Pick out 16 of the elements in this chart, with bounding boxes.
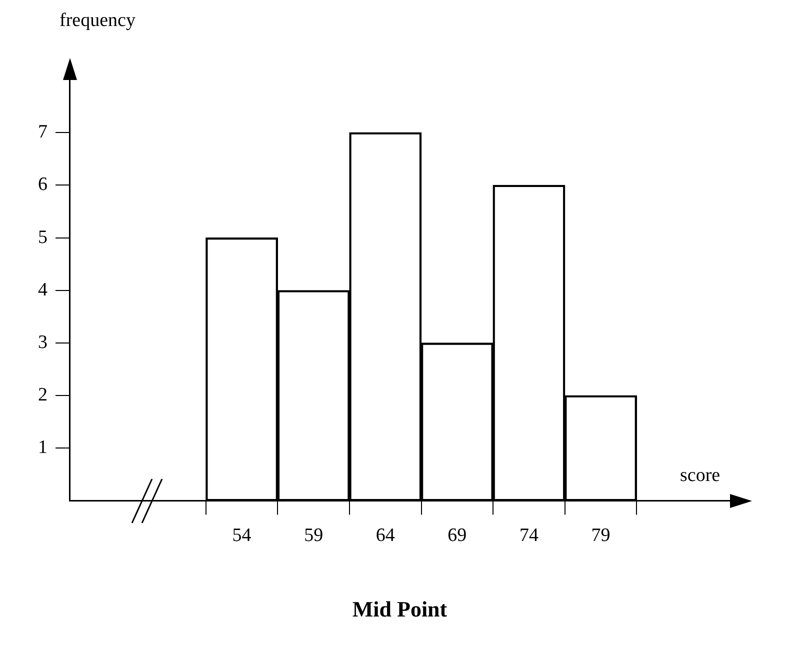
x-tick-label: 59 [304, 525, 324, 546]
y-tick-label: 1 [38, 437, 48, 458]
y-tick-label: 4 [38, 279, 48, 300]
annotation: score [680, 464, 720, 487]
x-tick-label: 79 [591, 525, 610, 546]
x-tick-label: 54 [232, 525, 252, 546]
x-axis-title: Mid Point [352, 596, 448, 622]
x-tick-label: 74 [519, 525, 539, 546]
y-tick-label: 7 [38, 122, 48, 143]
y-tick-label: 5 [38, 226, 48, 248]
y-tick-label: 2 [38, 384, 48, 406]
y-tick-label: 6 [38, 174, 48, 196]
x-tick-label: 69 [448, 525, 467, 546]
x-tick-label: 64 [376, 525, 396, 546]
y-axis-title: frequency [60, 10, 136, 32]
y-tick-label: 3 [38, 332, 48, 353]
